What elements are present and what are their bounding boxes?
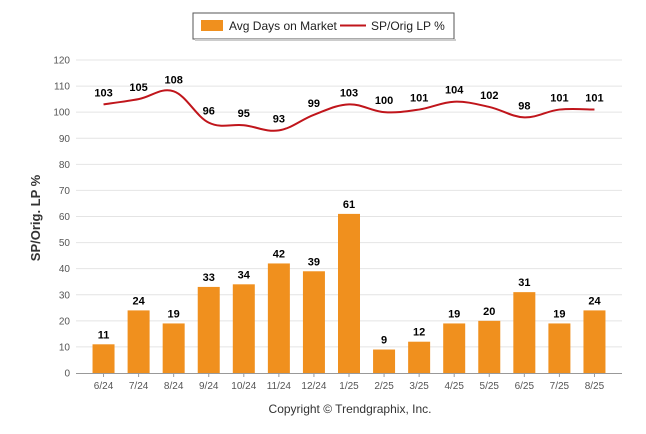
x-tick-label: 12/24: [301, 381, 326, 392]
bar-data-label: 19: [168, 308, 180, 320]
bar-data-label: 42: [273, 248, 285, 260]
legend-box-shadow: [195, 39, 456, 41]
line-series-path: [103, 89, 595, 132]
y-tick-label: 50: [59, 238, 71, 249]
line-data-label: 103: [94, 87, 112, 99]
y-tick-label: 20: [59, 316, 71, 327]
line-data-label: 104: [445, 85, 464, 97]
legend-box: [192, 12, 455, 40]
y-axis-title: SP/Orig. LP %: [28, 174, 43, 261]
line-data-label: 93: [273, 113, 285, 125]
bar: [443, 323, 466, 373]
bar: [162, 323, 185, 373]
legend-bar-swatch: [201, 20, 223, 31]
bar-data-label: 12: [413, 327, 425, 339]
y-tick-label: 100: [53, 108, 70, 119]
bar-data-label: 31: [518, 277, 530, 289]
bar: [127, 310, 150, 373]
line-data-label: 96: [203, 106, 215, 118]
x-tick-label: 8/24: [164, 381, 184, 392]
x-tick-label: 9/24: [199, 381, 219, 392]
x-tick-label: 11/24: [267, 381, 292, 392]
line-data-label: 103: [340, 87, 358, 99]
x-tick-label: 7/24: [129, 381, 149, 392]
line-layer: [103, 89, 595, 132]
bar: [92, 344, 115, 373]
labels-layer: 11 24 19 33 34 42 39 61 9 12 19 20 31 19 24 103 105 108 96…: [94, 74, 603, 346]
y-tick-label: 110: [54, 82, 70, 93]
line-data-label: 98: [518, 100, 530, 112]
bar-data-label: 11: [98, 329, 110, 341]
x-tick-label: 6/25: [515, 381, 535, 392]
bar: [478, 320, 501, 373]
bar: [197, 286, 220, 373]
y-tick-label: 40: [59, 264, 71, 275]
bar: [583, 310, 606, 373]
bar-data-label: 24: [132, 295, 145, 307]
y-tick-label: 90: [59, 134, 71, 145]
y-tick-label: 30: [59, 290, 71, 301]
axis-layer: 0 10 20 30 40 50 60 70 80 90 100 110 120 6/24 7/24 8/24…: [53, 56, 622, 392]
line-data-label: 95: [238, 108, 250, 120]
bar-data-label: 34: [238, 269, 251, 281]
line-data-label: 105: [129, 82, 147, 94]
x-tick-label: 8/25: [585, 381, 605, 392]
bar-data-label: 39: [308, 256, 320, 268]
y-tick-label: 120: [53, 56, 70, 67]
bar: [302, 271, 325, 373]
y-tick-label: 60: [59, 212, 71, 223]
legend-line-label: SP/Orig LP %: [371, 19, 445, 33]
bar-data-label: 19: [448, 308, 460, 320]
y-tick-label: 10: [59, 342, 71, 353]
line-data-label: 102: [480, 90, 498, 102]
bar-data-label: 24: [588, 295, 601, 307]
bar-data-label: 33: [203, 272, 215, 284]
line-data-label: 101: [410, 93, 428, 105]
bar: [408, 341, 431, 373]
legend: Avg Days on Market SP/Orig LP %: [192, 12, 456, 41]
bars-layer: [92, 213, 606, 373]
bar-data-label: 20: [483, 306, 495, 318]
bar: [232, 284, 255, 373]
bar: [267, 263, 290, 373]
x-tick-label: 1/25: [339, 381, 359, 392]
bar: [513, 292, 536, 373]
x-tick-label: 10/24: [231, 381, 256, 392]
y-tick-label: 80: [59, 160, 71, 171]
bar-data-label: 19: [553, 308, 565, 320]
x-tick-label: 7/25: [550, 381, 570, 392]
bar-data-label: 61: [343, 199, 355, 211]
x-tick-label: 6/24: [94, 381, 114, 392]
bar: [373, 349, 396, 373]
x-tick-label: 5/25: [480, 381, 500, 392]
y-tick-label: 0: [64, 369, 70, 380]
copyright-text: Copyright © Trendgraphix, Inc.: [269, 402, 432, 416]
legend-bar-label: Avg Days on Market: [229, 19, 337, 33]
line-data-label: 108: [164, 74, 182, 86]
bar: [548, 323, 571, 373]
y-tick-label: 70: [59, 186, 71, 197]
x-tick-label: 3/25: [409, 381, 429, 392]
line-data-label: 99: [308, 98, 320, 110]
x-tick-label: 4/25: [444, 381, 464, 392]
line-data-label: 100: [375, 95, 393, 107]
bar: [338, 213, 360, 373]
line-data-label: 101: [550, 93, 568, 105]
line-data-label: 101: [585, 93, 603, 105]
bar-data-label: 9: [381, 335, 387, 347]
x-tick-label: 2/25: [374, 381, 394, 392]
